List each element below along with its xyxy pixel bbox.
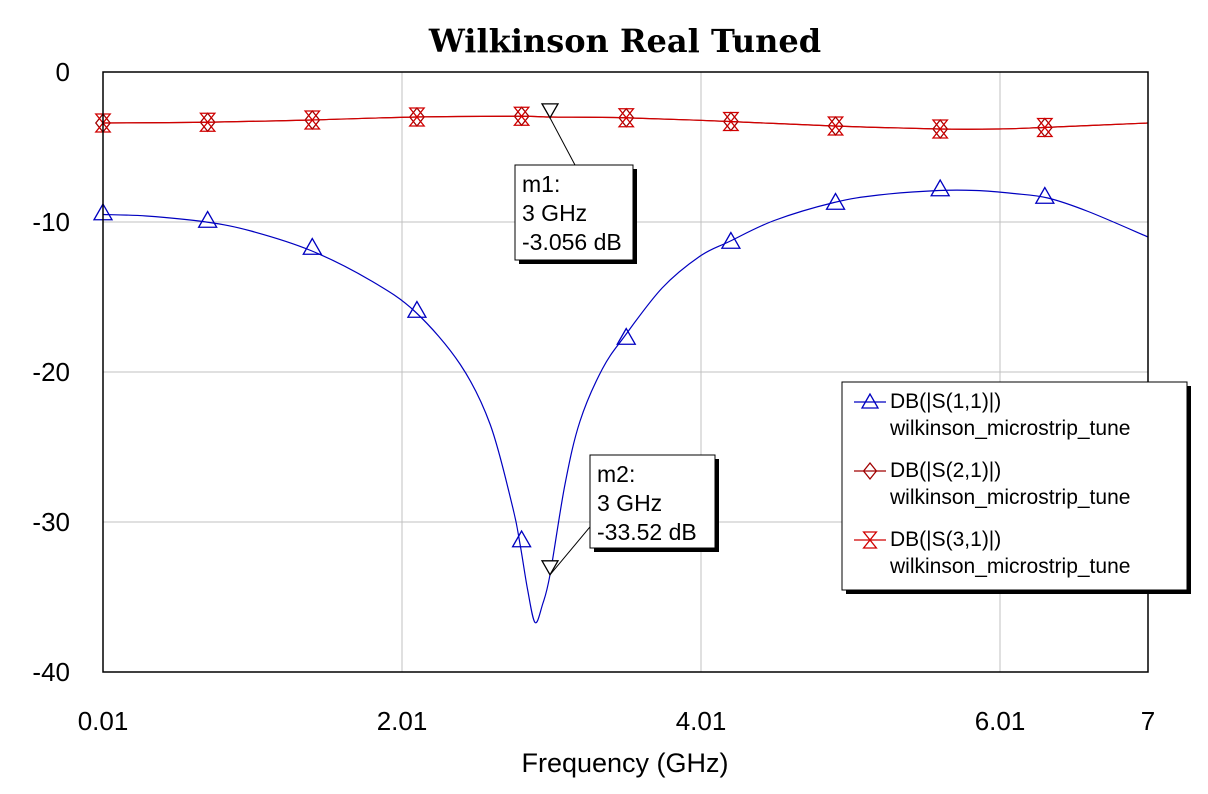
marker-symbol <box>513 106 531 126</box>
legend-entry: DB(|S(2,1)|) wilkinson_microstrip_tune <box>854 459 1130 509</box>
series-1 <box>92 178 1149 624</box>
y-tick-label: 0 <box>56 57 70 87</box>
x-tick-label: 7 <box>1141 706 1155 736</box>
legend-entry: DB(|S(3,1)|) wilkinson_microstrip_tune <box>854 528 1130 578</box>
annotation-box <box>589 454 716 549</box>
legend-label: DB(|S(1,1)|) <box>890 390 1001 413</box>
marker-symbol <box>197 210 218 228</box>
marker-symbol <box>303 110 321 130</box>
marker-symbol <box>1034 186 1055 204</box>
annotation-marker <box>540 560 560 577</box>
marker-symbol <box>860 392 880 409</box>
marker-symbol <box>302 237 323 255</box>
legend-sublabel: wilkinson_microstrip_tune <box>889 417 1130 440</box>
marker-symbol <box>722 111 740 132</box>
marker-symbol <box>720 231 742 249</box>
annotation-text: 3 GHz <box>522 200 587 226</box>
series-line <box>102 189 1149 624</box>
y-tick-label: -40 <box>32 657 70 687</box>
x-axis-label: Frequency (GHz) <box>521 748 728 778</box>
marker-symbol <box>408 107 426 127</box>
marker-symbol <box>1036 117 1054 138</box>
annotation-text: 3 GHz <box>597 490 662 516</box>
marker-symbol <box>94 113 112 133</box>
annotation-m1: m1: 3 GHz -3.056 dB <box>514 103 637 264</box>
plot-frame <box>102 71 1149 673</box>
legend-label: DB(|S(2,1)|) <box>890 459 1001 482</box>
marker-symbol <box>511 529 532 548</box>
marker-symbol <box>825 192 846 210</box>
legend-box <box>841 381 1188 591</box>
x-tick-label: 4.01 <box>676 706 727 736</box>
x-tick-label: 6.01 <box>975 706 1026 736</box>
annotation-marker <box>540 103 560 120</box>
legend-label: DB(|S(3,1)|) <box>890 528 1001 551</box>
marker-symbol <box>862 461 878 481</box>
legend-sublabel: wilkinson_microstrip_tune <box>889 555 1130 578</box>
chart-title: Wilkinson Real Tuned <box>428 22 821 60</box>
annotation-text: m2: <box>597 461 635 487</box>
tick-labels: 0.01 2.01 4.01 6.01 7 0 -10 -20 -30 -40 <box>32 57 1155 736</box>
y-tick-label: -20 <box>32 357 70 387</box>
legend-sublabel: wilkinson_microstrip_tune <box>889 486 1130 509</box>
marker-symbol <box>826 116 845 136</box>
annotation-text: -33.52 dB <box>597 519 697 545</box>
annotation-text: -3.056 dB <box>522 229 622 255</box>
x-tick-label: 0.01 <box>78 706 129 736</box>
annotation-box <box>514 164 634 261</box>
series-layer <box>92 106 1149 624</box>
marker-symbol <box>406 300 428 318</box>
y-tick-label: -10 <box>32 207 70 237</box>
legend-entry: DB(|S(1,1)|) wilkinson_microstrip_tune <box>854 390 1130 440</box>
annotation-text: m1: <box>522 171 560 197</box>
marker-symbol <box>862 531 878 549</box>
marker-symbol <box>930 178 951 197</box>
marker-annotations: m1: 3 GHz -3.056 dB m2: 3 GHz -33.52 dB <box>514 103 719 577</box>
legend: DB(|S(1,1)|)wilkinson_microstrip_tuneDB(… <box>841 381 1191 594</box>
series-line <box>102 115 1149 130</box>
x-tick-label: 2.01 <box>377 706 428 736</box>
annotation-m2: m2: 3 GHz -33.52 dB <box>540 454 719 577</box>
annotation-leader <box>549 117 576 166</box>
marker-symbol <box>616 327 637 345</box>
marker-symbol <box>617 108 635 128</box>
marker-symbol <box>931 119 949 139</box>
marker-symbol <box>199 112 217 132</box>
y-tick-label: -30 <box>32 507 70 537</box>
series-3 <box>94 106 1149 139</box>
